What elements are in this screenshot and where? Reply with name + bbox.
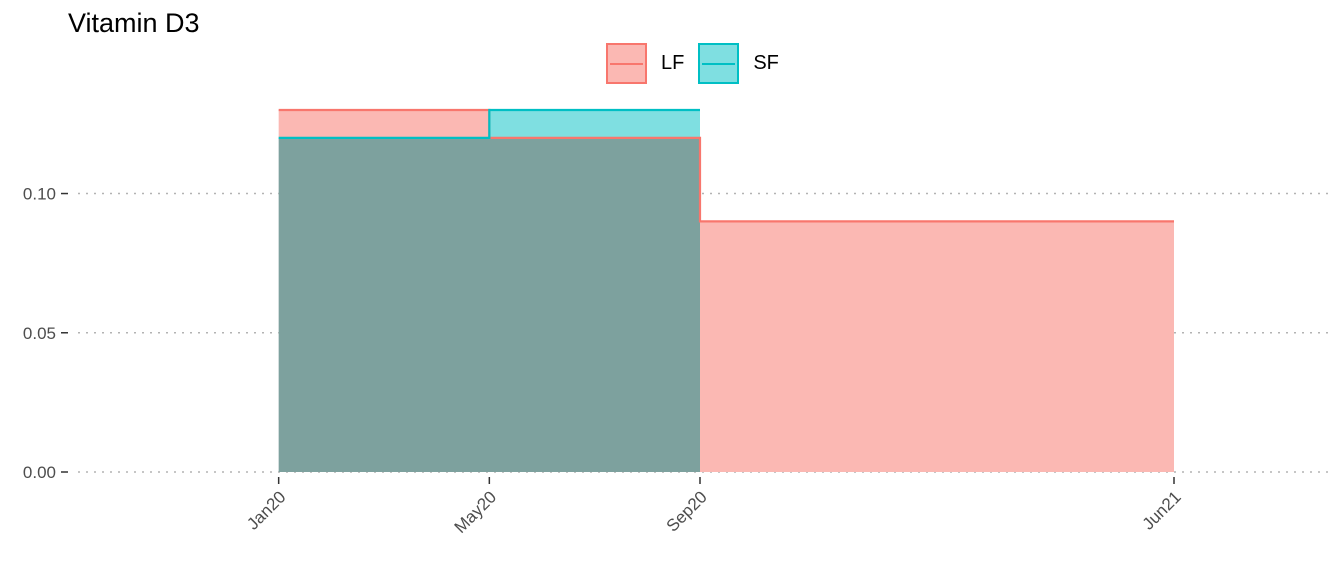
legend-key-lf — [606, 43, 647, 84]
x-tick-label: Sep20 — [663, 487, 711, 535]
legend-label-lf: LF — [661, 52, 685, 74]
legend: LF SF — [606, 43, 793, 84]
x-tick-label: Jan20 — [243, 487, 289, 533]
chart-title: Vitamin D3 — [68, 8, 200, 38]
y-tick-label: 0.00 — [23, 463, 56, 482]
legend-item-lf: LF — [606, 43, 684, 84]
x-tick-label: May20 — [451, 487, 501, 537]
area-group — [278, 108, 1175, 472]
legend-key-sf — [698, 43, 740, 84]
legend-item-sf: SF — [698, 43, 779, 84]
line-lf — [278, 108, 1174, 223]
y-tick-label: 0.05 — [23, 324, 56, 343]
line-sf — [278, 108, 700, 139]
y-tick-label: 0.10 — [23, 185, 56, 204]
area-sf — [278, 110, 700, 472]
legend-label-sf: SF — [753, 52, 779, 74]
x-tick-label: Jun21 — [1139, 487, 1185, 533]
